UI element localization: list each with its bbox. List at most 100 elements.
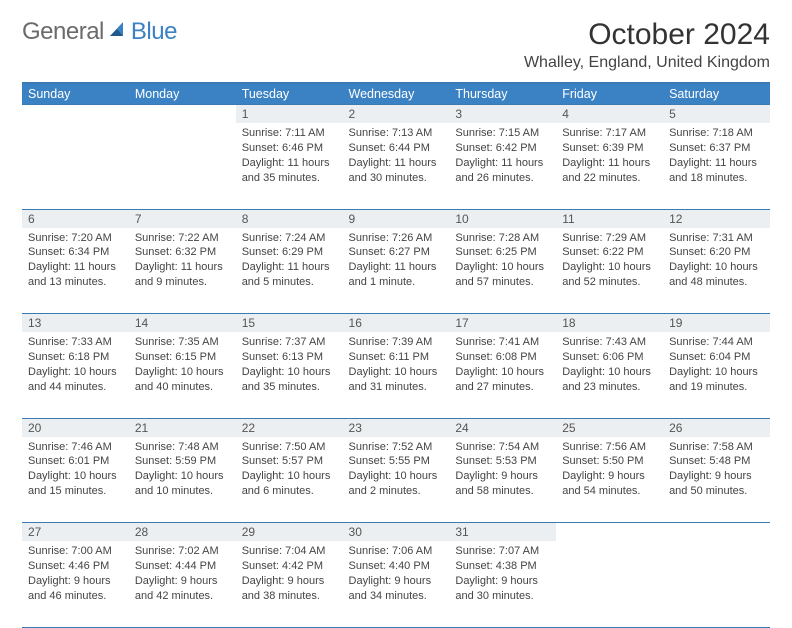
- day-cell: Sunrise: 7:39 AMSunset: 6:11 PMDaylight:…: [343, 332, 450, 418]
- daylight-line: Daylight: 10 hours and 10 minutes.: [135, 469, 230, 499]
- sunset-line: Sunset: 5:59 PM: [135, 454, 230, 469]
- empty-cell: [129, 123, 236, 209]
- sunset-line: Sunset: 6:25 PM: [455, 245, 550, 260]
- day-number-row: 6789101112: [22, 209, 770, 228]
- empty-cell: [663, 523, 770, 542]
- day-cell: Sunrise: 7:54 AMSunset: 5:53 PMDaylight:…: [449, 437, 556, 523]
- day-cell: Sunrise: 7:56 AMSunset: 5:50 PMDaylight:…: [556, 437, 663, 523]
- day-number: 21: [129, 418, 236, 437]
- day-number: 31: [449, 523, 556, 542]
- day-number: 11: [556, 209, 663, 228]
- daylight-line: Daylight: 10 hours and 27 minutes.: [455, 365, 550, 395]
- day-cell: Sunrise: 7:04 AMSunset: 4:42 PMDaylight:…: [236, 541, 343, 627]
- sunrise-line: Sunrise: 7:46 AM: [28, 440, 123, 455]
- daylight-line: Daylight: 9 hours and 54 minutes.: [562, 469, 657, 499]
- daylight-line: Daylight: 9 hours and 34 minutes.: [349, 574, 444, 604]
- empty-cell: [22, 123, 129, 209]
- day-number: 5: [663, 105, 770, 124]
- sunrise-line: Sunrise: 7:15 AM: [455, 126, 550, 141]
- day-cell: Sunrise: 7:00 AMSunset: 4:46 PMDaylight:…: [22, 541, 129, 627]
- day-cell: Sunrise: 7:07 AMSunset: 4:38 PMDaylight:…: [449, 541, 556, 627]
- sunrise-line: Sunrise: 7:11 AM: [242, 126, 337, 141]
- daylight-line: Daylight: 10 hours and 44 minutes.: [28, 365, 123, 395]
- weekday-header: Wednesday: [343, 84, 450, 105]
- sunrise-line: Sunrise: 7:24 AM: [242, 231, 337, 246]
- daylight-line: Daylight: 11 hours and 26 minutes.: [455, 156, 550, 186]
- daylight-line: Daylight: 9 hours and 30 minutes.: [455, 574, 550, 604]
- day-cell: Sunrise: 7:18 AMSunset: 6:37 PMDaylight:…: [663, 123, 770, 209]
- day-cell: Sunrise: 7:26 AMSunset: 6:27 PMDaylight:…: [343, 228, 450, 314]
- day-cell: Sunrise: 7:15 AMSunset: 6:42 PMDaylight:…: [449, 123, 556, 209]
- day-cell: Sunrise: 7:02 AMSunset: 4:44 PMDaylight:…: [129, 541, 236, 627]
- sunset-line: Sunset: 6:01 PM: [28, 454, 123, 469]
- daylight-line: Daylight: 10 hours and 57 minutes.: [455, 260, 550, 290]
- sunset-line: Sunset: 4:40 PM: [349, 559, 444, 574]
- sunrise-line: Sunrise: 7:43 AM: [562, 335, 657, 350]
- day-number: 29: [236, 523, 343, 542]
- sunset-line: Sunset: 6:18 PM: [28, 350, 123, 365]
- day-number: 12: [663, 209, 770, 228]
- header: General Blue October 2024 Whalley, Engla…: [22, 18, 770, 72]
- sunrise-line: Sunrise: 7:29 AM: [562, 231, 657, 246]
- day-number: 16: [343, 314, 450, 333]
- sunrise-line: Sunrise: 7:20 AM: [28, 231, 123, 246]
- sunset-line: Sunset: 6:37 PM: [669, 141, 764, 156]
- day-number: 24: [449, 418, 556, 437]
- sunset-line: Sunset: 6:06 PM: [562, 350, 657, 365]
- sunrise-line: Sunrise: 7:22 AM: [135, 231, 230, 246]
- sunrise-line: Sunrise: 7:18 AM: [669, 126, 764, 141]
- day-content-row: Sunrise: 7:11 AMSunset: 6:46 PM Daylight:…: [22, 123, 770, 209]
- day-cell: Sunrise: 7:31 AMSunset: 6:20 PMDaylight:…: [663, 228, 770, 314]
- location: Whalley, England, United Kingdom: [524, 54, 770, 72]
- daylight-line: Daylight: 11 hours and 13 minutes.: [28, 260, 123, 290]
- daylight-line: Daylight: 11 hours and 9 minutes.: [135, 260, 230, 290]
- sunset-line: Sunset: 6:29 PM: [242, 245, 337, 260]
- day-number-row: 20212223242526: [22, 418, 770, 437]
- weekday-header: Tuesday: [236, 84, 343, 105]
- day-cell: Sunrise: 7:37 AMSunset: 6:13 PMDaylight:…: [236, 332, 343, 418]
- sunrise-line: Sunrise: 7:06 AM: [349, 544, 444, 559]
- day-number: 19: [663, 314, 770, 333]
- sunset-line: Sunset: 6:32 PM: [135, 245, 230, 260]
- sunrise-line: Sunrise: 7:56 AM: [562, 440, 657, 455]
- sunset-line: Sunset: 4:42 PM: [242, 559, 337, 574]
- day-number: 3: [449, 105, 556, 124]
- day-cell: Sunrise: 7:41 AMSunset: 6:08 PMDaylight:…: [449, 332, 556, 418]
- logo-sail-icon: [108, 20, 128, 45]
- day-number: 25: [556, 418, 663, 437]
- day-number: 10: [449, 209, 556, 228]
- sunrise-line: Sunrise: 7:39 AM: [349, 335, 444, 350]
- empty-cell: [556, 523, 663, 542]
- day-number: 23: [343, 418, 450, 437]
- sunset-line: Sunset: 5:57 PM: [242, 454, 337, 469]
- sunset-line: Sunset: 6:42 PM: [455, 141, 550, 156]
- day-content-row: Sunrise: 7:20 AMSunset: 6:34 PMDaylight:…: [22, 228, 770, 314]
- day-cell: Sunrise: 7:58 AMSunset: 5:48 PMDaylight:…: [663, 437, 770, 523]
- empty-cell: [22, 105, 129, 124]
- sunset-line: Sunset: 6:34 PM: [28, 245, 123, 260]
- day-cell: Sunrise: 7:44 AMSunset: 6:04 PMDaylight:…: [663, 332, 770, 418]
- sunset-line: Sunset: 6:46 PM: [242, 141, 337, 156]
- day-number: 18: [556, 314, 663, 333]
- daylight-line: Daylight: 10 hours and 52 minutes.: [562, 260, 657, 290]
- day-number: 6: [22, 209, 129, 228]
- daylight-line: Daylight: 9 hours and 38 minutes.: [242, 574, 337, 604]
- day-cell: Sunrise: 7:33 AMSunset: 6:18 PMDaylight:…: [22, 332, 129, 418]
- month-title: October 2024: [524, 18, 770, 52]
- day-number: 22: [236, 418, 343, 437]
- day-number: 2: [343, 105, 450, 124]
- sunrise-line: Sunrise: 7:13 AM: [349, 126, 444, 141]
- day-cell: Sunrise: 7:48 AMSunset: 5:59 PMDaylight:…: [129, 437, 236, 523]
- sunrise-line: Sunrise: 7:07 AM: [455, 544, 550, 559]
- day-number: 15: [236, 314, 343, 333]
- daylight-line: Daylight: 10 hours and 15 minutes.: [28, 469, 123, 499]
- sunset-line: Sunset: 6:44 PM: [349, 141, 444, 156]
- day-cell: Sunrise: 7:35 AMSunset: 6:15 PMDaylight:…: [129, 332, 236, 418]
- title-block: October 2024 Whalley, England, United Ki…: [524, 18, 770, 72]
- sunset-line: Sunset: 6:11 PM: [349, 350, 444, 365]
- daylight-line: Daylight: 9 hours and 58 minutes.: [455, 469, 550, 499]
- empty-cell: [663, 541, 770, 627]
- daylight-line: Daylight: 10 hours and 2 minutes.: [349, 469, 444, 499]
- empty-cell: [129, 105, 236, 124]
- day-number: 20: [22, 418, 129, 437]
